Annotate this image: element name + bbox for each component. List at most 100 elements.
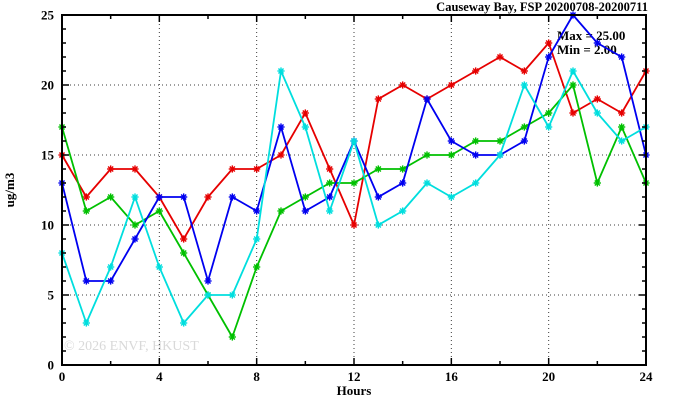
- marker-blue-series: [204, 277, 212, 285]
- marker-red-series: [277, 151, 285, 159]
- marker-green-series: [374, 165, 382, 173]
- marker-stroke: [302, 123, 309, 131]
- marker-red-series: [545, 39, 553, 47]
- marker-green-series: [569, 81, 577, 89]
- marker-red-series: [374, 95, 382, 103]
- marker-stroke: [131, 235, 139, 243]
- marker-cyan-series: [520, 81, 528, 89]
- marker-red-series: [350, 221, 358, 229]
- marker-red-series: [593, 95, 601, 103]
- x-tick-label: 0: [59, 369, 66, 384]
- marker-stroke: [423, 179, 431, 187]
- marker-stroke: [253, 263, 260, 271]
- marker-stroke: [204, 277, 212, 285]
- marker-cyan-series: [472, 179, 480, 187]
- marker-stroke: [204, 291, 212, 299]
- marker-cyan-series: [155, 263, 163, 271]
- marker-stroke: [83, 277, 90, 285]
- marker-stroke: [618, 109, 625, 117]
- marker-stroke: [83, 193, 90, 201]
- marker-stroke: [302, 207, 309, 215]
- marker-stroke: [156, 193, 163, 201]
- marker-red-series: [301, 109, 309, 117]
- marker-stroke: [521, 67, 528, 75]
- marker-cyan-series: [374, 221, 382, 229]
- marker-stroke: [277, 67, 285, 75]
- marker-blue-series: [399, 179, 407, 187]
- marker-stroke: [277, 207, 285, 215]
- marker-stroke: [302, 109, 309, 117]
- marker-stroke: [277, 151, 285, 159]
- y-tick-label: 15: [41, 148, 55, 163]
- marker-green-series: [253, 263, 261, 271]
- marker-stroke: [156, 207, 163, 215]
- marker-stroke: [496, 53, 504, 61]
- marker-stroke: [107, 165, 114, 173]
- marker-blue-series: [326, 193, 334, 201]
- marker-stroke: [350, 221, 358, 229]
- x-axis-label: Hours: [337, 383, 372, 398]
- x-tick-label: 4: [156, 369, 163, 384]
- x-tick-label: 8: [253, 369, 260, 384]
- marker-stroke: [326, 193, 333, 201]
- marker-cyan-series: [131, 193, 139, 201]
- marker-cyan-series: [301, 123, 309, 131]
- x-tick-label: 20: [542, 369, 555, 384]
- marker-red-series: [131, 165, 139, 173]
- y-tick-label: 0: [48, 358, 55, 373]
- marker-green-series: [399, 165, 407, 173]
- marker-cyan-series: [326, 207, 334, 215]
- marker-cyan-series: [399, 207, 407, 215]
- marker-stroke: [448, 151, 455, 159]
- marker-stroke: [180, 193, 187, 201]
- marker-stroke: [618, 53, 625, 61]
- marker-stroke: [594, 95, 601, 103]
- marker-blue-series: [472, 151, 480, 159]
- marker-stroke: [423, 151, 431, 159]
- marker-stroke: [423, 95, 431, 103]
- marker-blue-series: [301, 207, 309, 215]
- marker-cyan-series: [180, 319, 188, 327]
- marker-red-series: [618, 109, 626, 117]
- marker-stroke: [569, 81, 577, 89]
- marker-cyan-series: [423, 179, 431, 187]
- chart-title: Causeway Bay, FSP 20200708-20200711: [436, 0, 648, 14]
- marker-green-series: [82, 207, 90, 215]
- marker-red-series: [520, 67, 528, 75]
- marker-green-series: [350, 179, 358, 187]
- marker-green-series: [520, 123, 528, 131]
- marker-stroke: [375, 95, 382, 103]
- marker-stroke: [545, 39, 552, 47]
- marker-green-series: [593, 179, 601, 187]
- marker-green-series: [107, 193, 115, 201]
- marker-stroke: [521, 81, 528, 89]
- marker-stroke: [131, 193, 139, 201]
- marker-stroke: [472, 137, 479, 145]
- marker-stroke: [326, 165, 333, 173]
- marker-stroke: [545, 123, 552, 131]
- marker-stroke: [180, 319, 187, 327]
- marker-blue-series: [155, 193, 163, 201]
- marker-stroke: [131, 221, 139, 229]
- marker-stroke: [569, 67, 577, 75]
- y-tick-label: 5: [48, 288, 55, 303]
- marker-stroke: [399, 81, 406, 89]
- marker-stroke: [399, 179, 406, 187]
- watermark-text: © 2026 ENVF, HKUST: [64, 339, 199, 354]
- marker-cyan-series: [107, 263, 115, 271]
- marker-stroke: [107, 277, 114, 285]
- marker-stroke: [472, 151, 479, 159]
- marker-stroke: [594, 39, 601, 47]
- marker-blue-series: [228, 193, 236, 201]
- marker-green-series: [180, 249, 188, 257]
- marker-red-series: [472, 67, 480, 75]
- marker-stroke: [448, 137, 455, 145]
- marker-stroke: [253, 165, 260, 173]
- marker-blue-series: [618, 53, 626, 61]
- marker-cyan-series: [82, 319, 90, 327]
- marker-cyan-series: [253, 235, 261, 243]
- marker-stroke: [375, 165, 382, 173]
- x-tick-label: 24: [640, 369, 654, 384]
